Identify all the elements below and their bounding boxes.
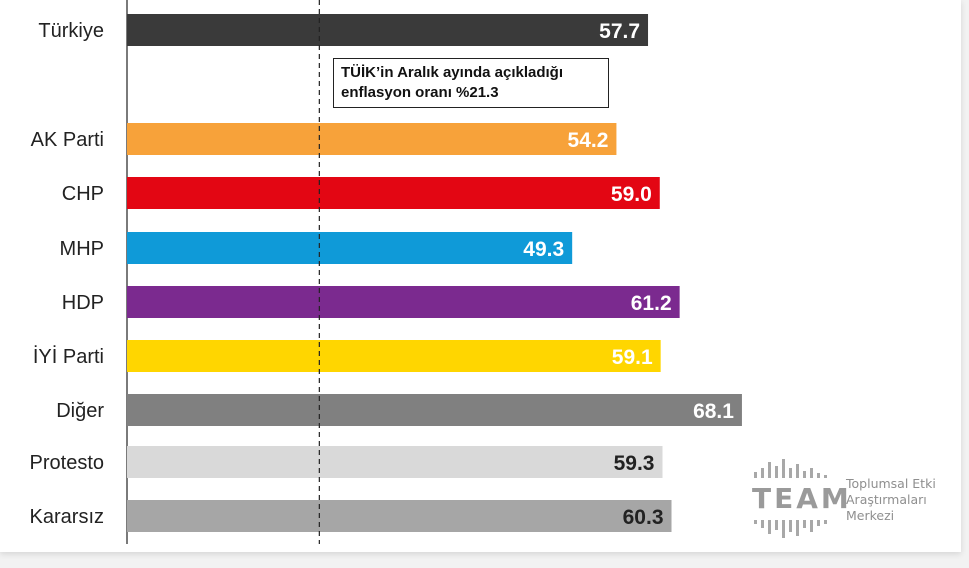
bar-4 [127, 232, 573, 264]
bar-7 [127, 394, 742, 426]
value-label-9: 60.3 [623, 506, 664, 529]
category-label-8: Protesto [30, 452, 104, 474]
value-label-8: 59.3 [614, 452, 655, 475]
value-label-1: 57.7 [599, 20, 640, 43]
bar-8 [127, 446, 663, 478]
logo-text-line-1: Toplumsal Etki [846, 476, 936, 491]
value-label-6: 59.1 [612, 346, 653, 369]
category-label-4: MHP [60, 238, 104, 260]
chart-card: Türkiye 57.7 AK Parti 54.2 CHP 59.0 MHP 49.3 HDP… [0, 0, 961, 552]
logo-bars-icon [754, 459, 827, 538]
value-label-7: 68.1 [693, 400, 734, 423]
bar-1 [127, 14, 649, 46]
category-label-6: İYİ Parti [33, 345, 104, 368]
category-label-3: CHP [62, 183, 104, 205]
bar-5 [127, 286, 680, 318]
category-label-9: Kararsız [30, 506, 104, 528]
bar-2 [127, 123, 617, 155]
inflation-annotation: TÜİK’in Aralık ayında açıkladığı enflasy… [333, 58, 609, 108]
value-label-3: 59.0 [611, 183, 652, 206]
category-label-5: HDP [62, 292, 104, 314]
annotation-line-1: TÜİK’in Aralık ayında açıkladığı [341, 64, 564, 81]
category-label-7: Diğer [56, 400, 104, 422]
value-label-2: 54.2 [568, 129, 609, 152]
bar-3 [127, 177, 660, 209]
team-logo: TEAM Toplumsal Etki Araştırmaları Merkez… [752, 458, 962, 548]
value-label-5: 61.2 [631, 292, 672, 315]
annotation-line-2: enflasyon oranı %21.3 [341, 84, 499, 101]
logo-wordmark: TEAM [752, 482, 852, 515]
logo-text-line-2: Araştırmaları [846, 492, 927, 507]
logo-text: Toplumsal Etki Araştırmaları Merkezi [846, 476, 936, 524]
bar-9 [127, 500, 672, 532]
bar-6 [127, 340, 661, 372]
value-label-4: 49.3 [523, 238, 564, 261]
bar-chart: Türkiye 57.7 AK Parti 54.2 CHP 59.0 MHP 49.3 HDP… [30, 0, 742, 544]
category-label-1: Türkiye [38, 20, 104, 42]
logo-text-line-3: Merkezi [846, 508, 895, 523]
category-label-2: AK Parti [31, 129, 104, 151]
